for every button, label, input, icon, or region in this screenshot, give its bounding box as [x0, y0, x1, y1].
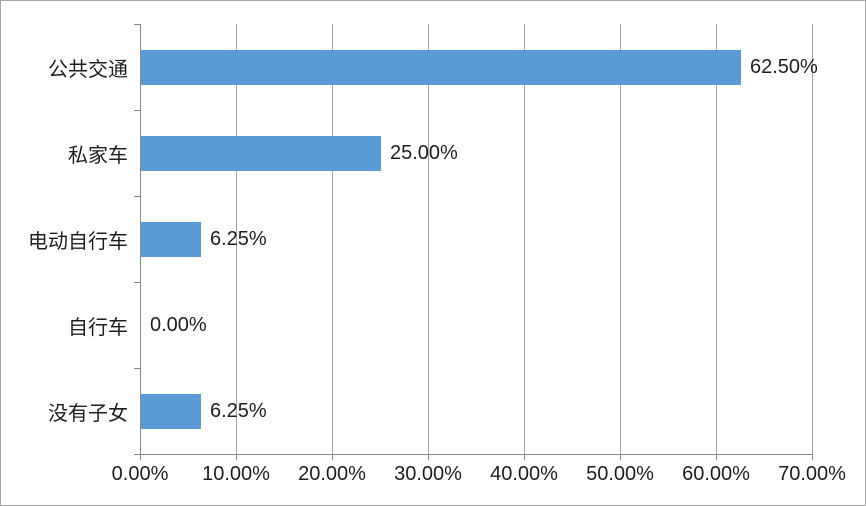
data-label: 25.00% [390, 142, 458, 164]
value-axis-labels: 0.00% 10.00% 20.00% 30.00% 40.00% 50.00% 60.00… [112, 463, 846, 491]
x-tick-label: 40.00% [490, 463, 558, 485]
major-gridline [620, 24, 621, 454]
x-axis-tick [236, 454, 237, 460]
major-gridline [428, 24, 429, 454]
x-axis-tick [140, 454, 141, 460]
major-gridline [812, 24, 813, 454]
data-label: 6.25% [210, 400, 267, 422]
x-axis-tick [332, 454, 333, 460]
category-label: 自行车 [68, 316, 128, 339]
category-axis-tick [134, 282, 140, 283]
category-axis-line [140, 24, 141, 454]
bar-私家车 [141, 136, 381, 171]
x-tick-label: 70.00% [778, 463, 846, 485]
category-axis-tick [134, 196, 140, 197]
category-label: 私家车 [68, 144, 128, 167]
data-label: 62.50% [750, 56, 818, 78]
major-gridline [524, 24, 525, 454]
major-gridline [236, 24, 237, 454]
category-axis-tick [134, 24, 140, 25]
x-axis-tick [524, 454, 525, 460]
data-label: 0.00% [150, 314, 207, 336]
x-axis-tick [620, 454, 621, 460]
major-gridline [716, 24, 717, 454]
x-tick-label: 20.00% [298, 463, 366, 485]
x-axis-tick [428, 454, 429, 460]
x-tick-label: 50.00% [586, 463, 654, 485]
category-axis-tick [134, 368, 140, 369]
category-axis-labels: 公共交通私家车电动自行车自行车没有子女 [1, 24, 128, 454]
major-gridline [332, 24, 333, 454]
category-axis-tick [134, 454, 140, 455]
bar-公共交通 [141, 50, 741, 85]
data-label: 6.25% [210, 228, 267, 250]
x-tick-label: 30.00% [394, 463, 462, 485]
category-label: 公共交通 [48, 58, 128, 81]
x-tick-label: 60.00% [682, 463, 750, 485]
plot-area: 62.50% 25.00% 6.25% 0.00% 6.25% [134, 24, 818, 460]
value-axis-line [140, 454, 812, 455]
bar-电动自行车 [141, 222, 201, 257]
x-axis-tick [812, 454, 813, 460]
category-axis-tick [134, 110, 140, 111]
x-axis-tick [716, 454, 717, 460]
category-label: 电动自行车 [28, 230, 128, 253]
category-label: 没有子女 [48, 402, 128, 425]
x-tick-label: 10.00% [202, 463, 270, 485]
x-tick-label: 0.00% [111, 463, 169, 485]
bar-没有子女 [141, 394, 201, 429]
